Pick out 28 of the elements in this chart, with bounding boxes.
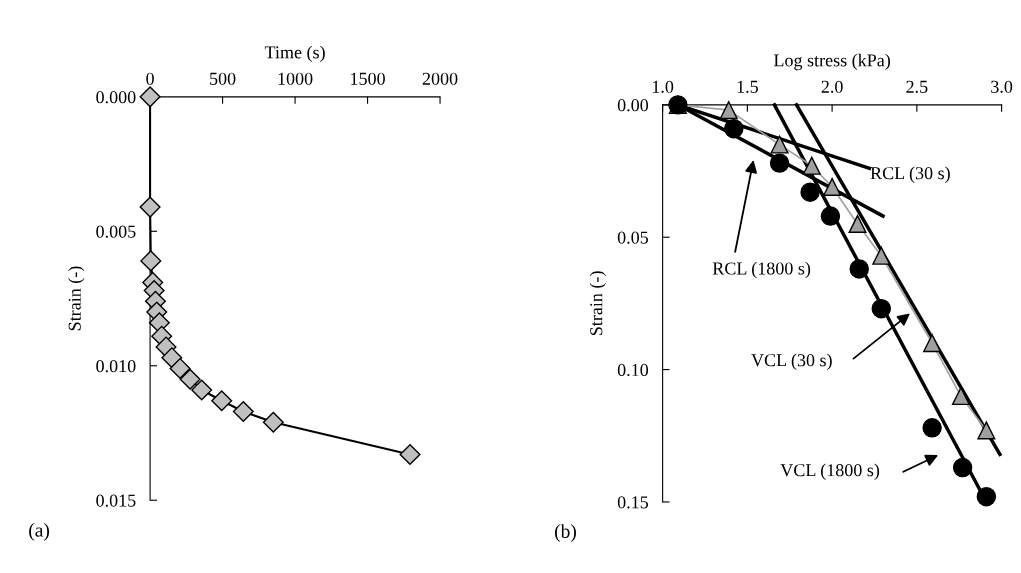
x-tick-label: 1000 (278, 72, 313, 85)
y-axis-title: Strain (-) (68, 266, 85, 331)
y-tick-label: 0.010 (96, 360, 136, 373)
x-tick-label: 1.0 (652, 80, 674, 93)
y-axis-title: Strain (-) (589, 271, 607, 336)
x-axis-title: Log stress (kPa) (773, 53, 890, 71)
annotation: VCL (1800 s) (780, 463, 880, 480)
x-tick-label: 1.5 (737, 80, 758, 93)
x-tick-label: 2.5 (906, 80, 928, 93)
x-tick-label: 2.0 (821, 80, 843, 93)
x-tick-label: 1500 (351, 72, 385, 85)
x-tick-label: 2000 (422, 72, 458, 85)
y-tick-label: 0.005 (96, 225, 136, 238)
annotation: RCL (1800 s) (712, 261, 811, 279)
annotation: RCL (30 s) (870, 166, 950, 183)
y-tick-label: 0.05 (617, 231, 649, 244)
text: (a) (29, 523, 50, 541)
x-axis-title: Time (s) (264, 45, 325, 63)
y-tick-label: 0.10 (617, 363, 649, 377)
text: (b) (555, 524, 576, 542)
y-tick-label: 0.015 (96, 494, 136, 507)
annotation: VCL (30 s) (751, 353, 832, 370)
x-tick-label: 3.0 (991, 80, 1013, 93)
x-tick-label: 0 (146, 72, 154, 85)
x-tick-label: 500 (210, 72, 236, 85)
y-tick-label: 0.00 (617, 99, 649, 112)
y-tick-label: 0.15 (617, 496, 649, 509)
y-tick-label: 0.000 (96, 91, 136, 104)
